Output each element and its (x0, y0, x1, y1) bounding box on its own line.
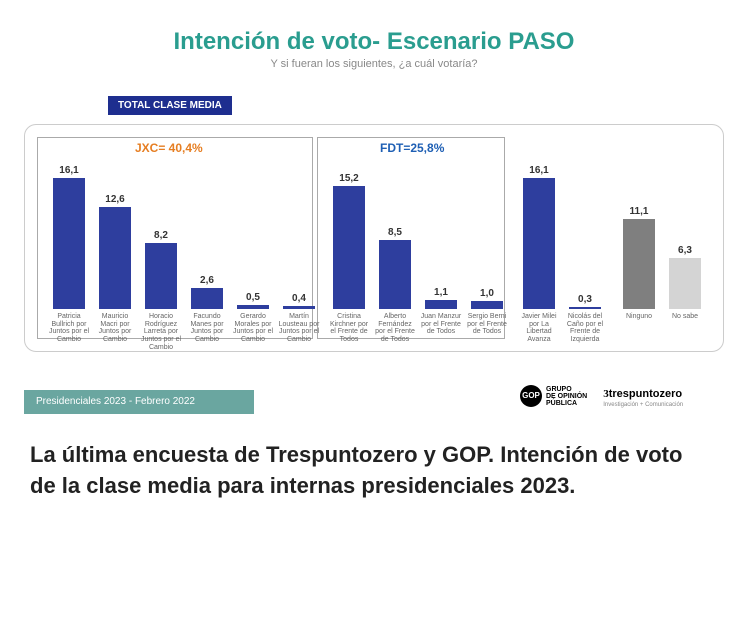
bar-value: 0,4 (292, 293, 306, 304)
badge-total-clase-media: TOTAL CLASE MEDIA (108, 96, 232, 115)
bar-label: Horacio Rodríguez Larreta por Juntos por… (139, 313, 184, 351)
bar-label: Juan Manzur por el Frente de Todos (419, 313, 464, 336)
bar-rect (237, 305, 269, 309)
logo-tpz-text: trespuntozero (609, 388, 682, 400)
bar-label: Ninguno (617, 313, 662, 321)
bar-value: 0,5 (246, 292, 260, 303)
bar-label: No sabe (663, 313, 708, 321)
image-caption: La última encuesta de Trespuntozero y GO… (30, 440, 710, 502)
bar-label: Mauricio Macri por Juntos por Cambio (93, 313, 138, 344)
bar-rect (191, 288, 223, 309)
group-label-fdt: FDT=25,8% (380, 141, 444, 155)
bar-rect (283, 306, 315, 309)
bar-slot: 0,4Martín Lousteau por Juntos por el Cam… (283, 293, 315, 309)
bar-slot: 8,5Alberto Fernández por el Frente de To… (379, 227, 411, 309)
bar-slot: 0,3Nicolás del Caño por el Frente de Izq… (569, 294, 601, 309)
bars-area: 16,1Patricia Bullrich por Juntos por el … (33, 165, 715, 309)
bar-slot: 1,1Juan Manzur por el Frente de Todos (425, 287, 457, 309)
bar-rect (145, 243, 177, 310)
bar-slot: 16,1Patricia Bullrich por Juntos por el … (53, 165, 85, 309)
bar-value: 12,6 (105, 194, 124, 205)
bar-rect (379, 240, 411, 309)
bar-label: Cristina Kirchner por el Frente de Todos (327, 313, 372, 344)
bar-label: Patricia Bullrich por Juntos por el Camb… (47, 313, 92, 344)
bar-chart: 16,1 Patricia Bullrich por Juntos por el … (24, 124, 724, 352)
bar-slot: 1,0Sergio Berni por el Frente de Todos (471, 288, 503, 309)
bar-value: 11,1 (630, 206, 649, 217)
bar-value: 1,1 (434, 287, 448, 298)
footer-source-bar: Presidenciales 2023 - Febrero 2022 (24, 390, 254, 414)
chart-subtitle: Y si fueran los siguientes, ¿a cuál vota… (0, 58, 748, 70)
bar-value: 2,6 (200, 275, 214, 286)
bar-rect (99, 207, 131, 309)
bar-label: Martín Lousteau por Juntos por el Cambio (277, 313, 322, 344)
bar-value: 6,3 (678, 245, 692, 256)
logo-gop-icon: GOP (520, 385, 542, 407)
bar-rect (623, 219, 655, 309)
bar-label: Nicolás del Caño por el Frente de Izquie… (563, 313, 608, 344)
group-label-jxc: JXC= 40,4% (135, 141, 203, 155)
bar-rect (471, 301, 503, 309)
bar-value: 8,5 (388, 227, 402, 238)
bar-label: Javier Milei por La Libertad Avanza (517, 313, 562, 344)
bar-slot: 11,1Ninguno (623, 206, 655, 309)
bar-label: Alberto Fernández por el Frente de Todos (373, 313, 418, 344)
bar-rect (425, 300, 457, 309)
bar-slot: 0,5Gerardo Morales por Juntos por el Cam… (237, 292, 269, 309)
logo-gop-text: GRUPODE OPINIÓNPÚBLICA (546, 386, 587, 407)
bar-rect (669, 258, 701, 309)
bar-value: 16,1 (529, 165, 548, 176)
bar-rect (333, 186, 365, 309)
logo-tpz-sub: Investigación + Comunicación (603, 402, 683, 408)
bar-slot: 16,1Javier Milei por La Libertad Avanza (523, 165, 555, 309)
bar-slot: 15,2Cristina Kirchner por el Frente de T… (333, 173, 365, 309)
bar-label: Sergio Berni por el Frente de Todos (465, 313, 510, 336)
logo-gop: GOP GRUPODE OPINIÓNPÚBLICA (520, 385, 587, 407)
logo-trespuntozero: 3trespuntozero Investigación + Comunicac… (603, 384, 683, 408)
bar-slot: 6,3No sabe (669, 245, 701, 309)
bar-label: Gerardo Morales por Juntos por el Cambio (231, 313, 276, 344)
bar-value: 8,2 (154, 230, 168, 241)
logos: GOP GRUPODE OPINIÓNPÚBLICA 3trespuntozer… (520, 384, 683, 408)
bar-label: Facundo Manes por Juntos por Cambio (185, 313, 230, 344)
bar-slot: 2,6Facundo Manes por Juntos por Cambio (191, 275, 223, 309)
bar-rect (569, 307, 601, 309)
bar-slot: 12,6Mauricio Macri por Juntos por Cambio (99, 194, 131, 309)
bar-slot: 8,2Horacio Rodríguez Larreta por Juntos … (145, 230, 177, 310)
bar-value: 1,0 (480, 288, 494, 299)
chart-title: Intención de voto- Escenario PASO (0, 28, 748, 56)
bar-rect (523, 178, 555, 309)
bar-value: 16,1 (59, 165, 78, 176)
bar-rect (53, 178, 85, 309)
bar-value: 0,3 (578, 294, 592, 305)
bar-value: 15,2 (339, 173, 358, 184)
